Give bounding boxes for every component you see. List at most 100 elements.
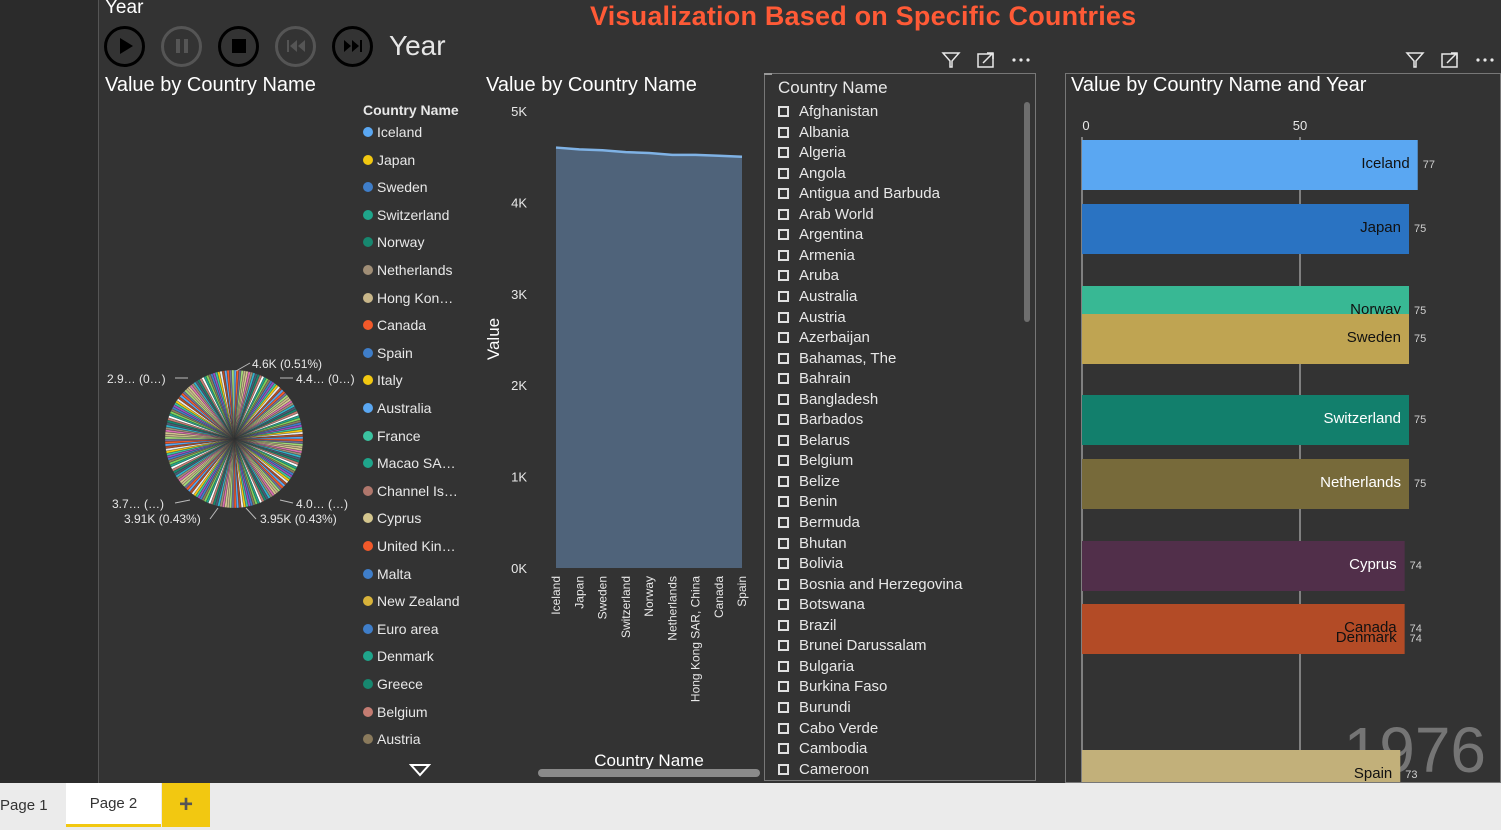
race-bar[interactable] <box>1082 750 1401 782</box>
slicer-item[interactable]: Antigua and Barbuda <box>778 185 940 202</box>
slicer-item[interactable]: Aruba <box>778 267 839 284</box>
race-bar[interactable] <box>1082 314 1409 364</box>
slicer-checkbox[interactable] <box>778 537 789 549</box>
legend-item[interactable]: Switzerland <box>363 207 449 223</box>
play-button[interactable] <box>104 25 145 67</box>
legend-item[interactable]: Channel Is… <box>363 483 458 499</box>
legend-item[interactable]: Sweden <box>363 179 428 195</box>
slicer-checkbox[interactable] <box>778 270 789 282</box>
slicer-checkbox[interactable] <box>778 332 789 344</box>
pie-chart[interactable]: 4.6K (0.51%)4.4… (0…)2.9… (0…)3.7… (…)3.… <box>100 340 365 540</box>
slicer-item[interactable]: Cambodia <box>778 740 867 757</box>
slicer-item[interactable]: Australia <box>778 288 857 305</box>
slicer-item[interactable]: Bhutan <box>778 535 847 552</box>
slicer-item[interactable]: Bosnia and Herzegovina <box>778 576 962 593</box>
slicer-item[interactable]: Azerbaijan <box>778 329 870 346</box>
race-bar[interactable] <box>1082 459 1409 509</box>
slicer-checkbox[interactable] <box>778 229 789 241</box>
legend-item[interactable]: Netherlands <box>363 262 453 278</box>
slicer-item[interactable]: Albania <box>778 124 849 141</box>
horizontal-scrollbar[interactable] <box>538 769 760 777</box>
slicer-scrollbar-thumb[interactable] <box>1024 102 1030 322</box>
more-options-icon[interactable] <box>1011 50 1031 70</box>
legend-item[interactable]: France <box>363 428 421 444</box>
slicer-item[interactable]: Barbados <box>778 411 863 428</box>
slicer-item[interactable]: Bahamas, The <box>778 350 896 367</box>
stop-button[interactable] <box>218 25 259 67</box>
add-page-button[interactable]: + <box>162 783 210 827</box>
slicer-item[interactable]: Benin <box>778 493 837 510</box>
slicer-item[interactable]: Belarus <box>778 432 850 449</box>
slicer-checkbox[interactable] <box>778 619 789 631</box>
slicer-checkbox[interactable] <box>778 373 789 385</box>
slicer-item[interactable]: Burkina Faso <box>778 678 887 695</box>
legend-item[interactable]: Malta <box>363 566 411 582</box>
slicer-item[interactable]: Bangladesh <box>778 391 878 408</box>
slicer-item[interactable]: Bermuda <box>778 514 860 531</box>
slicer-item[interactable]: Angola <box>778 165 846 182</box>
slicer-checkbox[interactable] <box>778 722 789 734</box>
slicer-item[interactable]: Burundi <box>778 699 851 716</box>
slicer-checkbox[interactable] <box>778 249 789 261</box>
slicer-checkbox[interactable] <box>778 599 789 611</box>
tab-page-2[interactable]: Page 2 <box>66 783 161 827</box>
slicer-checkbox[interactable] <box>778 763 789 775</box>
slicer-checkbox[interactable] <box>778 106 789 117</box>
slicer-item[interactable]: Brunei Darussalam <box>778 637 927 654</box>
legend-item[interactable]: Norway <box>363 234 424 250</box>
slicer-checkbox[interactable] <box>778 414 789 426</box>
legend-item[interactable]: Italy <box>363 372 403 388</box>
previous-button[interactable] <box>275 25 316 67</box>
focus-mode-icon[interactable] <box>1440 50 1460 70</box>
slicer-checkbox[interactable] <box>778 290 789 302</box>
legend-item[interactable]: Austria <box>363 731 421 747</box>
slicer-item[interactable]: Afghanistan <box>778 103 878 120</box>
slicer-item[interactable]: Brazil <box>778 617 837 634</box>
filter-icon[interactable] <box>941 50 961 70</box>
legend-item[interactable]: Japan <box>363 152 415 168</box>
slicer-item[interactable]: Belgium <box>778 452 853 469</box>
slicer-checkbox[interactable] <box>778 147 789 159</box>
slicer-checkbox[interactable] <box>778 208 789 220</box>
area-series-line[interactable] <box>555 146 743 158</box>
slicer-checkbox[interactable] <box>778 311 789 323</box>
race-bar[interactable] <box>1082 204 1409 254</box>
race-bar[interactable] <box>1082 395 1409 445</box>
focus-mode-icon[interactable] <box>976 50 996 70</box>
slicer-checkbox[interactable] <box>778 640 789 652</box>
slicer-checkbox[interactable] <box>778 743 789 755</box>
legend-item[interactable]: Denmark <box>363 648 434 664</box>
slicer-checkbox[interactable] <box>778 517 789 528</box>
race-bar[interactable] <box>1082 604 1405 654</box>
race-bar[interactable] <box>1082 140 1418 190</box>
next-button[interactable] <box>332 25 373 67</box>
pause-button[interactable] <box>161 25 202 67</box>
slicer-item[interactable]: Cameroon <box>778 761 869 778</box>
slicer-item[interactable]: Algeria <box>778 144 846 161</box>
legend-item[interactable]: United Kin… <box>363 538 456 554</box>
slicer-checkbox[interactable] <box>778 393 789 405</box>
filter-icon[interactable] <box>1405 50 1425 70</box>
slicer-checkbox[interactable] <box>778 475 789 487</box>
slicer-checkbox[interactable] <box>778 660 789 672</box>
legend-item[interactable]: Euro area <box>363 621 438 637</box>
slicer-item[interactable]: Armenia <box>778 247 855 264</box>
tab-page-1[interactable]: Page 1 <box>0 796 48 814</box>
legend-scroll-down-icon[interactable] <box>409 763 431 777</box>
area-series-fill[interactable] <box>556 147 742 568</box>
slicer-checkbox[interactable] <box>778 496 789 508</box>
slicer-item[interactable]: Austria <box>778 309 846 326</box>
slicer-item[interactable]: Bolivia <box>778 555 843 572</box>
slicer-item[interactable]: Bahrain <box>778 370 851 387</box>
legend-item[interactable]: Macao SA… <box>363 455 456 471</box>
slicer-checkbox[interactable] <box>778 701 789 713</box>
slicer-checkbox[interactable] <box>778 188 789 200</box>
area-chart[interactable]: 5K 4K 3K 2K 1K 0K Value Iceland Japan Sweden Switz… <box>480 95 762 783</box>
slicer-item[interactable]: Botswana <box>778 596 865 613</box>
slicer-checkbox[interactable] <box>778 167 789 179</box>
slicer-checkbox[interactable] <box>778 126 789 138</box>
slicer-checkbox[interactable] <box>778 455 789 467</box>
legend-item[interactable]: Hong Kon… <box>363 290 453 306</box>
slicer-item[interactable]: Bulgaria <box>778 658 854 675</box>
